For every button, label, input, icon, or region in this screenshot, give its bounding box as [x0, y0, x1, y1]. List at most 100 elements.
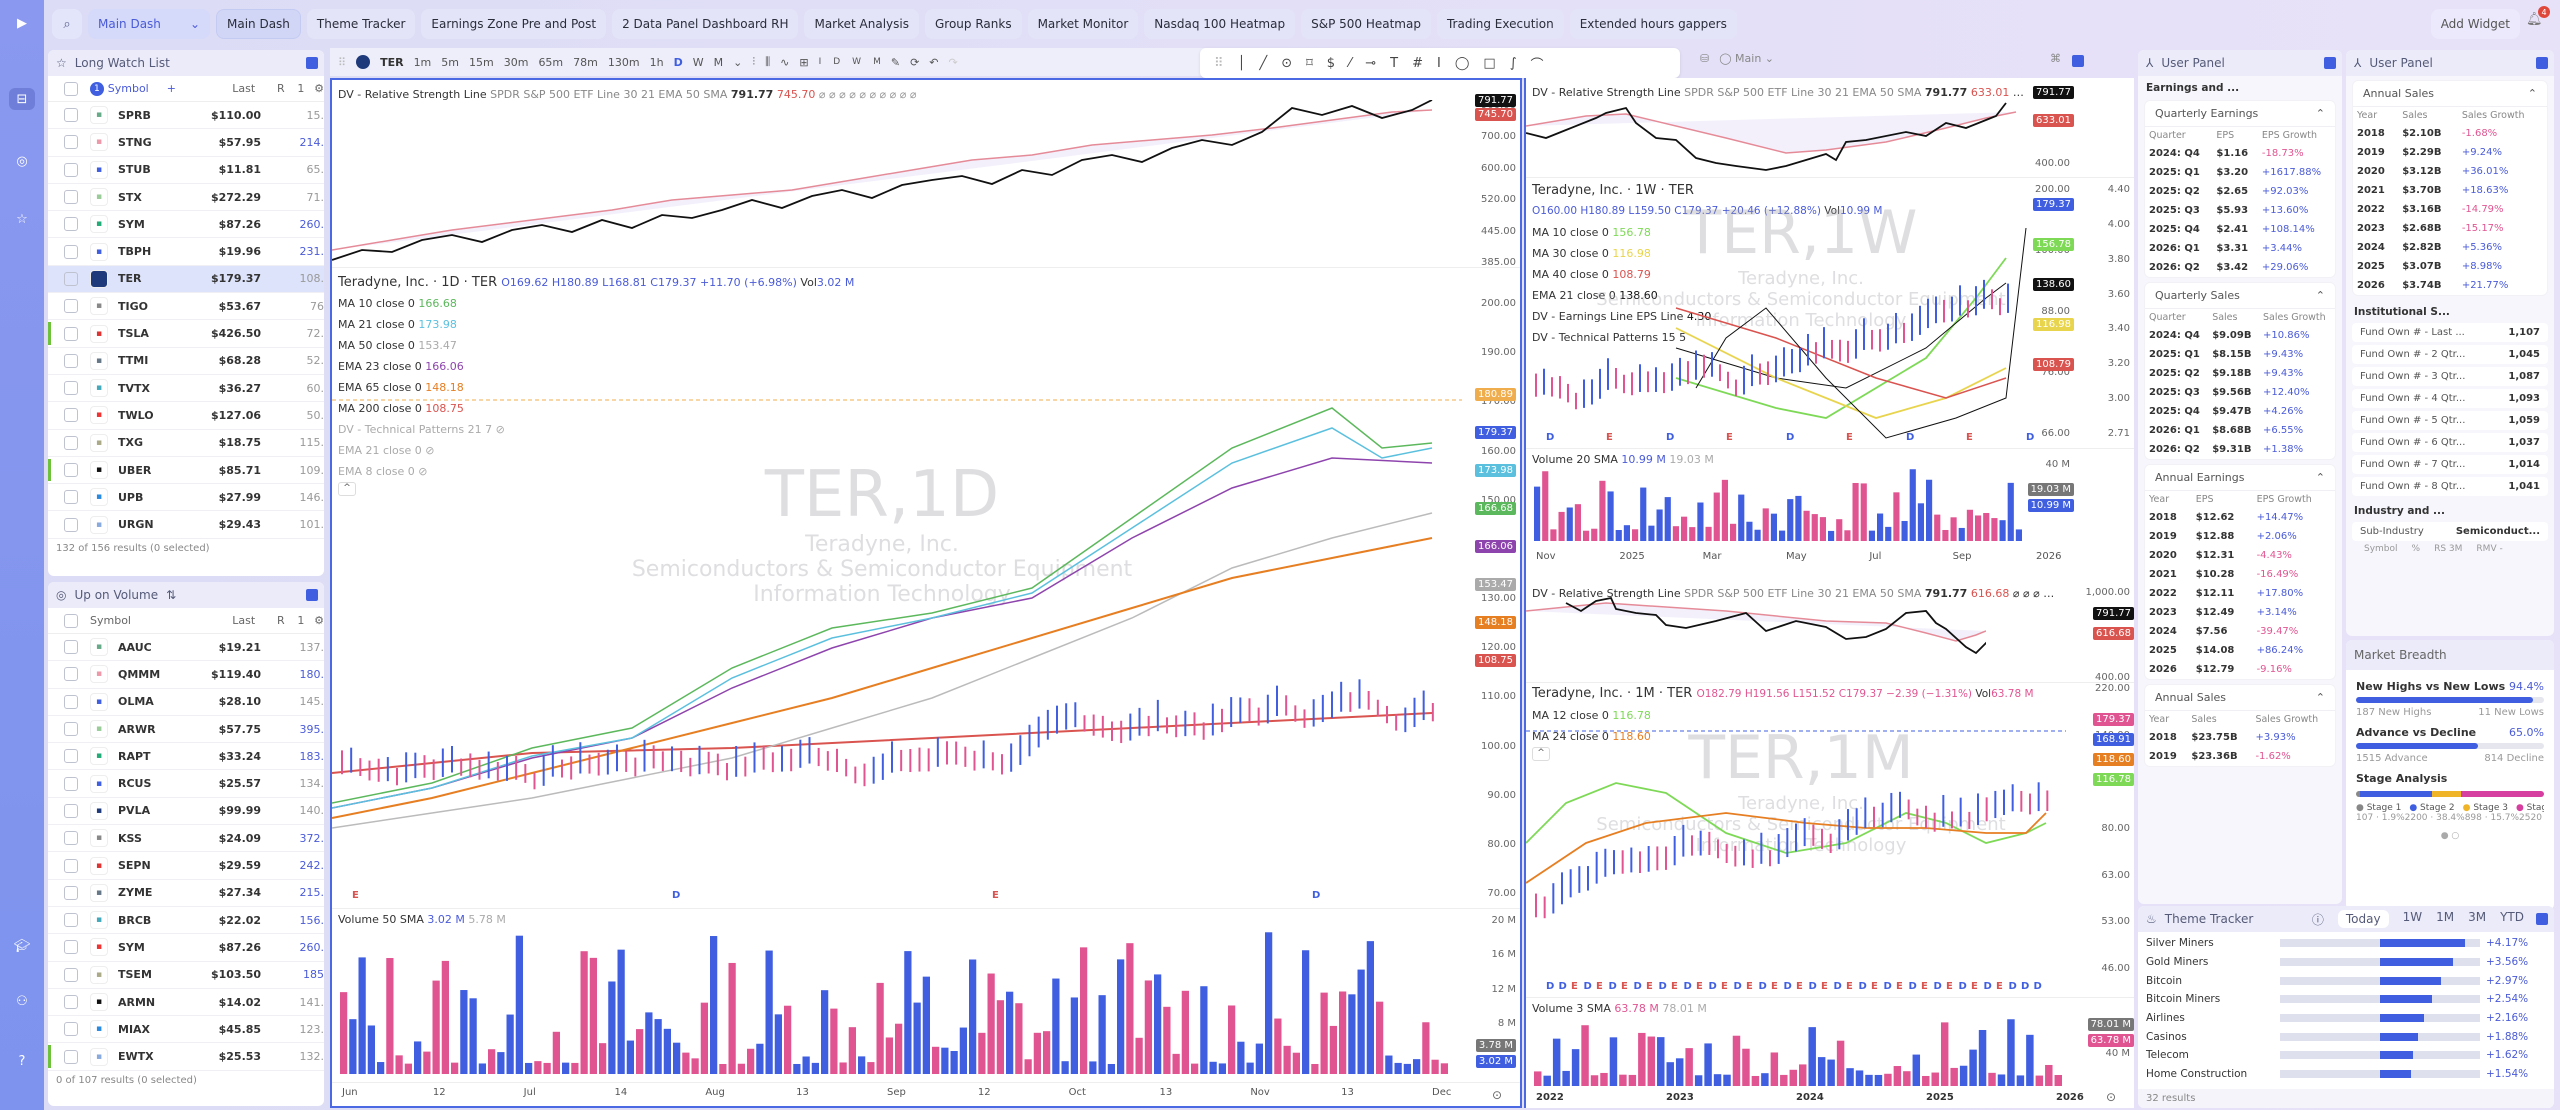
- daily-chart[interactable]: DV - Relative Strength Line SPDR S&P 500…: [330, 78, 1522, 1108]
- row-checkbox[interactable]: [64, 858, 78, 873]
- column-symbol[interactable]: Symbol: [90, 614, 131, 627]
- table-row[interactable]: ▪ TIGO $53.67 76: [48, 293, 324, 321]
- hidden-indicator[interactable]: EMA 21 close 0 ⊘: [338, 444, 435, 457]
- event-marker[interactable]: D: [1546, 432, 1555, 443]
- section-header[interactable]: Annual Earnings ⌃: [2145, 465, 2335, 491]
- hidden-indicator[interactable]: EMA 8 close 0 ⊘: [338, 465, 428, 478]
- row-checkbox[interactable]: [64, 831, 78, 846]
- column-symbol[interactable]: Symbol: [107, 82, 149, 95]
- table-row[interactable]: ▪ TSLA $426.50 72.: [48, 320, 324, 348]
- event-marker[interactable]: E: [1726, 432, 1733, 443]
- vertical-line-icon[interactable]: │: [1237, 55, 1246, 71]
- event-marker[interactable]: D: [1858, 981, 1867, 992]
- row-checkbox[interactable]: [64, 190, 78, 205]
- row-checkbox[interactable]: [64, 967, 78, 982]
- timeframe-M[interactable]: M: [713, 55, 724, 69]
- indicator-legend-item[interactable]: MA 10 close 0 166.68: [338, 293, 1520, 314]
- table-row[interactable]: ▪ UPB $27.99 146.: [48, 484, 324, 512]
- indicator-legend-item[interactable]: MA 40 close 0 108.79: [1532, 264, 2134, 285]
- event-marker[interactable]: D: [1666, 432, 1675, 443]
- event-marker[interactable]: D: [1808, 981, 1817, 992]
- row-checkbox[interactable]: [64, 381, 78, 396]
- row-checkbox[interactable]: [64, 490, 78, 505]
- draw-pen-icon[interactable]: ✎: [890, 55, 901, 69]
- price-label-icon[interactable]: $: [1326, 55, 1336, 71]
- table-row[interactable]: ▪ TWLO $127.06 50.: [48, 402, 324, 430]
- eye-off-icon[interactable]: ⊘: [492, 423, 505, 436]
- collapse-legend-button[interactable]: ^: [1532, 747, 1550, 761]
- timeframe-30m[interactable]: 30m: [503, 55, 529, 69]
- chart-settings-icon[interactable]: ⊙: [1491, 1088, 1502, 1102]
- table-row[interactable]: ▪ TSEM $103.50 185: [48, 962, 324, 989]
- monthly-chart[interactable]: DV - Relative Strength Line SPDR S&P 500…: [1524, 563, 2134, 1108]
- bar-style-icon[interactable]: ⫶: [752, 55, 756, 68]
- row-checkbox[interactable]: [64, 217, 78, 232]
- filter-icon[interactable]: ⇅: [166, 588, 177, 602]
- event-marker[interactable]: D: [1908, 981, 1917, 992]
- radar-icon[interactable]: ◎: [16, 153, 28, 169]
- link-color-button[interactable]: [306, 589, 318, 601]
- add-widget-button[interactable]: Add Widget: [2430, 9, 2520, 39]
- table-row[interactable]: ▪ UBER $85.71 109.: [48, 457, 324, 485]
- section-header[interactable]: Annual Sales ⌃: [2145, 685, 2335, 711]
- fib-icon[interactable]: #: [1412, 55, 1423, 71]
- event-marker[interactable]: D: [1733, 981, 1742, 992]
- event-marker[interactable]: D: [672, 890, 681, 901]
- event-marker[interactable]: D: [1546, 981, 1555, 992]
- indicator-legend-item[interactable]: MA 30 close 0 116.98: [1532, 243, 2134, 264]
- timeframe-1m[interactable]: 1m: [413, 55, 432, 69]
- expand-icon[interactable]: ▶: [17, 15, 27, 31]
- table-row[interactable]: ▪ SYM $87.26 260.: [48, 934, 324, 962]
- horizontal-ray-icon[interactable]: ⊸: [1365, 55, 1377, 71]
- row-checkbox[interactable]: [64, 913, 78, 928]
- row-checkbox[interactable]: [64, 1022, 78, 1037]
- event-marker[interactable]: D: [1833, 981, 1842, 992]
- tab-nasdaq-100-heatmap[interactable]: Nasdaq 100 Heatmap: [1144, 9, 1296, 39]
- table-row[interactable]: ▪ TER $179.37 108.: [48, 265, 324, 294]
- table-row[interactable]: ▪ TTMI $68.28 52.: [48, 348, 324, 375]
- event-marker[interactable]: E: [1846, 981, 1853, 992]
- table-row[interactable]: ▪ STNG $57.95 214.: [48, 129, 324, 157]
- event-marker[interactable]: E: [1946, 981, 1953, 992]
- table-row[interactable]: ▪ KSS $24.09 372.: [48, 825, 324, 853]
- drag-handle-icon[interactable]: ⠿: [1214, 55, 1224, 71]
- event-marker[interactable]: E: [1971, 981, 1978, 992]
- event-marker[interactable]: E: [1606, 432, 1613, 443]
- interval-I[interactable]: I: [818, 57, 822, 67]
- event-marker[interactable]: E: [1821, 981, 1828, 992]
- event-marker[interactable]: E: [1571, 981, 1578, 992]
- user-icon[interactable]: ⚇: [16, 993, 28, 1009]
- row-checkbox[interactable]: [64, 135, 78, 150]
- indicator-legend-item[interactable]: EMA 65 close 0 148.18: [338, 377, 1520, 398]
- table-row[interactable]: ▪ STUB $11.81 65.: [48, 157, 324, 184]
- theme-row[interactable]: Gold Miners +3.56%: [2138, 953, 2554, 972]
- column-header[interactable]: %: [2411, 544, 2421, 554]
- gear-icon[interactable]: ⚙: [314, 82, 324, 95]
- theme-row[interactable]: Bitcoin +2.97%: [2138, 971, 2554, 990]
- event-marker[interactable]: D: [2026, 432, 2035, 443]
- period-1w[interactable]: 1W: [2402, 910, 2423, 924]
- drag-handle-icon[interactable]: ⠿: [338, 55, 347, 69]
- table-row[interactable]: ▪ SEPN $29.59 242.: [48, 852, 324, 880]
- table-row[interactable]: ▪ QMMM $119.40 180.: [48, 661, 324, 689]
- timeframe-W[interactable]: W: [692, 55, 704, 69]
- event-marker[interactable]: D: [1708, 981, 1717, 992]
- gear-icon[interactable]: ⚙: [314, 614, 324, 627]
- circle-tool-icon[interactable]: ⊙: [1281, 55, 1293, 71]
- section-header[interactable]: Quarterly Sales ⌃: [2145, 283, 2335, 309]
- event-marker[interactable]: E: [1746, 981, 1753, 992]
- redo-icon[interactable]: ↷: [948, 55, 958, 69]
- row-checkbox[interactable]: [64, 803, 78, 818]
- event-marker[interactable]: E: [352, 890, 359, 901]
- help-icon[interactable]: ?: [18, 1053, 26, 1069]
- measure-icon[interactable]: I: [1436, 55, 1441, 71]
- event-marker[interactable]: E: [1996, 981, 2003, 992]
- column-last[interactable]: Last: [232, 82, 256, 95]
- table-row[interactable]: ▪ MIAX $45.85 123.: [48, 1016, 324, 1044]
- row-checkbox[interactable]: [64, 694, 78, 709]
- column-1[interactable]: 1: [297, 82, 305, 95]
- row-checkbox[interactable]: [64, 108, 78, 123]
- undo-icon[interactable]: ↶: [929, 55, 939, 69]
- tab-trading-execution[interactable]: Trading Execution: [1436, 9, 1564, 39]
- timeframe-D[interactable]: D: [673, 55, 683, 69]
